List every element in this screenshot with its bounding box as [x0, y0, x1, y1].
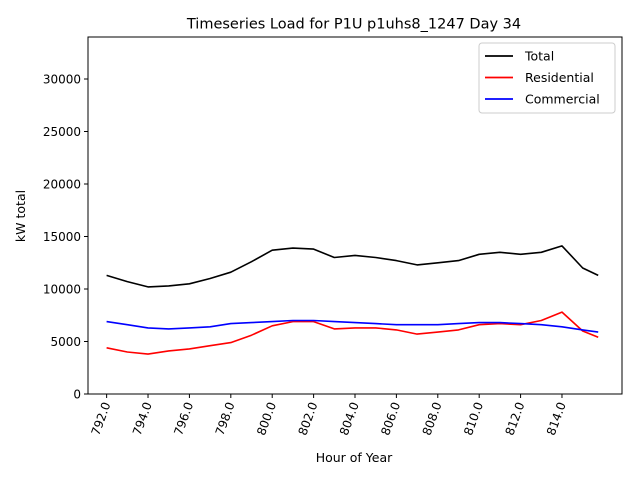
series-line-commercial	[106, 319, 599, 333]
series-layer	[106, 245, 599, 355]
legend-label-total: Total	[524, 49, 554, 64]
y-tick-label: 25000	[43, 125, 81, 139]
y-tick-label: 0	[73, 388, 81, 402]
y-axis-label: kW total	[13, 190, 28, 242]
y-tick-label: 30000	[43, 73, 81, 87]
chart-title: Timeseries Load for P1U p1uhs8_1247 Day …	[186, 17, 521, 33]
series-line-total	[106, 245, 599, 288]
y-tick-label: 10000	[43, 283, 81, 297]
y-tick-label: 20000	[43, 178, 81, 192]
legend-label-residential: Residential	[525, 70, 594, 85]
y-tick-label: 5000	[50, 335, 81, 349]
series-line-residential	[106, 311, 599, 355]
x-axis-label: Hour of Year	[316, 450, 393, 465]
legend-label-commercial: Commercial	[525, 92, 600, 107]
legend: Total Residential Commercial	[478, 42, 616, 114]
legend-box	[478, 42, 616, 114]
y-axis-ticks: 0 5000 10000 15000 20000 25000 30000	[43, 73, 88, 402]
y-tick-label: 15000	[43, 230, 81, 244]
